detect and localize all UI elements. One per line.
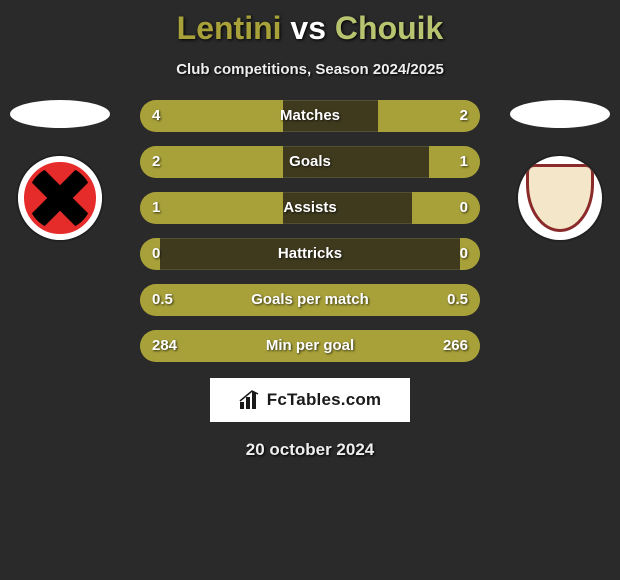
stat-value-right: 0 [460,192,468,224]
stat-fill-left [140,146,283,178]
left-player-column [10,100,110,240]
comparison-date: 20 october 2024 [0,440,620,460]
avatar-placeholder-icon [10,100,110,128]
subtitle: Club competitions, Season 2024/2025 [0,61,620,78]
stat-value-right: 266 [443,330,468,362]
stat-value-left: 2 [152,146,160,178]
stat-fill-left [140,192,283,224]
brand-badge: FcTables.com [210,378,410,422]
stat-fill-right [429,146,480,178]
brand-chart-icon [239,390,261,410]
stat-value-left: 284 [152,330,177,362]
right-player-column [510,100,610,240]
stat-row: 0.50.5Goals per match [140,284,480,316]
stat-row: 21Goals [140,146,480,178]
club-crest-left [18,156,102,240]
stat-value-left: 4 [152,100,160,132]
title-vs: vs [290,10,326,46]
stat-row: 42Matches [140,100,480,132]
stat-value-left: 1 [152,192,160,224]
comparison-title: Lentini vs Chouik [0,0,620,47]
title-player1: Lentini [177,10,282,46]
stat-row: 284266Min per goal [140,330,480,362]
comparison-area: 42Matches21Goals10Assists00Hattricks0.50… [0,100,620,362]
club-crest-right [518,156,602,240]
stat-fill-right [412,192,480,224]
stat-value-right: 0.5 [447,284,468,316]
stat-value-left: 0.5 [152,284,173,316]
stat-row: 10Assists [140,192,480,224]
avatar-placeholder-icon [510,100,610,128]
stat-bars: 42Matches21Goals10Assists00Hattricks0.50… [140,100,480,362]
stat-fill-left [140,100,283,132]
stat-value-right: 0 [460,238,468,270]
stat-value-right: 1 [460,146,468,178]
stat-value-right: 2 [460,100,468,132]
title-player2: Chouik [335,10,443,46]
stat-value-left: 0 [152,238,160,270]
brand-text: FcTables.com [267,390,382,410]
stat-row: 00Hattricks [140,238,480,270]
